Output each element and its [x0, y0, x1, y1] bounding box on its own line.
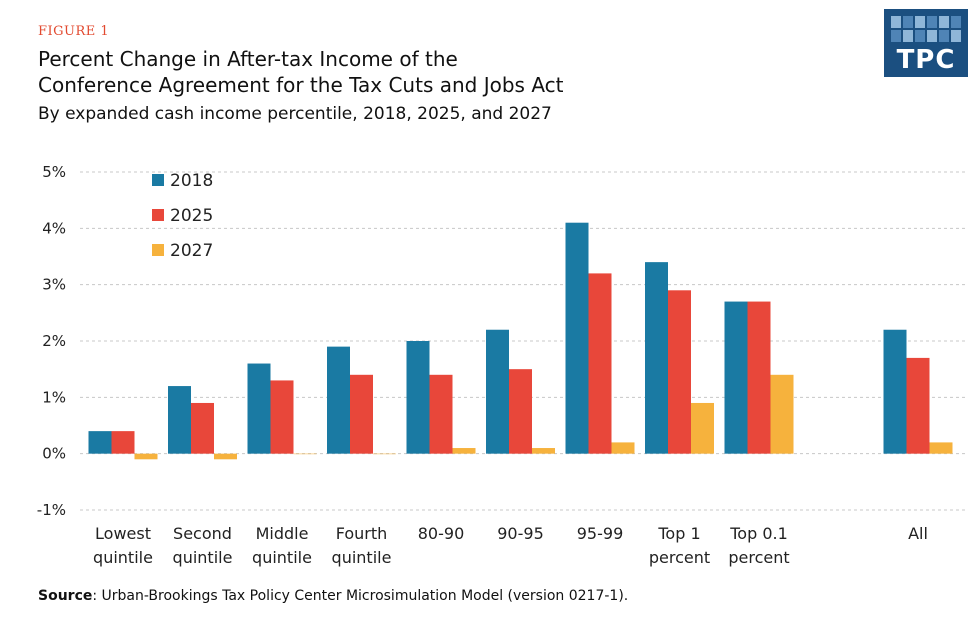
bar-2025 [906, 357, 930, 454]
bar-2027 [373, 453, 396, 455]
bar-2018 [327, 346, 350, 454]
y-tick-label: 3% [42, 276, 66, 294]
bar-2025 [668, 290, 691, 454]
y-tick-label: 2% [42, 332, 66, 350]
bar-2025 [270, 380, 294, 454]
x-tick-label: All [908, 524, 928, 543]
bar-2025 [588, 273, 612, 454]
x-tick-label: 90-95 [497, 524, 544, 543]
tpc-logo: TPC [884, 9, 968, 77]
x-tick-label: percent [728, 548, 789, 567]
bar-2018 [645, 262, 668, 454]
x-tick-label: Lowest [95, 524, 151, 543]
legend-label-2018: 2018 [170, 171, 213, 191]
x-tick-label: 80-90 [418, 524, 465, 543]
x-tick-label: 95-99 [577, 524, 624, 543]
source-label: Source [38, 588, 93, 604]
chart-title-line-2: Conference Agreement for the Tax Cuts an… [38, 73, 564, 97]
bar-2027 [452, 448, 476, 454]
logo-text: TPC [896, 45, 956, 75]
bar-2027 [214, 453, 237, 460]
bar-2027 [532, 448, 555, 454]
x-tick-label: quintile [93, 548, 153, 567]
legend-swatch-2027 [152, 244, 164, 256]
bar-2027 [691, 402, 714, 454]
y-tick-label: 0% [42, 445, 66, 463]
bar-2025 [429, 374, 453, 454]
source-text: : Urban-Brookings Tax Policy Center Micr… [92, 588, 629, 604]
x-tick-label: Top 1 [657, 524, 700, 543]
bar-2018 [168, 386, 191, 454]
bar-2027 [134, 453, 158, 460]
bar-2018 [565, 222, 589, 454]
bar-2025 [350, 374, 373, 454]
bar-2018 [486, 329, 509, 454]
chart-title: Percent Change in After-tax Income of th… [38, 46, 858, 98]
bar-2027 [929, 442, 953, 454]
x-tick-label: Top 0.1 [729, 524, 788, 543]
x-tick-label: Middle [256, 524, 309, 543]
bar-2018 [247, 363, 271, 454]
x-tick-label: quintile [332, 548, 392, 567]
x-tick-label: percent [649, 548, 710, 567]
legend-swatch-2018 [152, 174, 164, 186]
bar-2025 [111, 431, 135, 454]
legend-label-2027: 2027 [170, 241, 213, 261]
x-tick-label: quintile [252, 548, 312, 567]
chart-subtitle: By expanded cash income percentile, 2018… [38, 104, 552, 124]
y-tick-label: 4% [42, 219, 66, 237]
bar-2025 [509, 369, 532, 454]
x-tick-label: Fourth [336, 524, 388, 543]
bar-2025 [191, 402, 214, 454]
bar-2027 [770, 374, 794, 454]
legend-swatch-2025 [152, 209, 164, 221]
bar-2018 [883, 329, 907, 454]
y-tick-label: 5% [42, 163, 66, 181]
bar-2027 [611, 442, 635, 454]
bar-2018 [88, 431, 112, 454]
bar-chart: -1% 0% 1% 2% 3% 4% 5% Lowest quintile Second quint… [37, 163, 968, 567]
bar-2025 [747, 301, 771, 454]
bar-2018 [406, 341, 430, 454]
bar-2018 [724, 301, 748, 454]
legend-label-2025: 2025 [170, 206, 213, 226]
figure-label: FIGURE 1 [38, 24, 110, 39]
logo-grid-icon [891, 16, 961, 42]
bar-2027 [293, 453, 317, 455]
chart-title-line-1: Percent Change in After-tax Income of th… [38, 47, 458, 71]
y-tick-label: 1% [42, 388, 66, 406]
x-tick-label: Second [173, 524, 232, 543]
source-note: Source: Urban-Brookings Tax Policy Cente… [38, 588, 628, 604]
x-tick-label: quintile [173, 548, 233, 567]
y-tick-label: -1% [37, 501, 66, 519]
